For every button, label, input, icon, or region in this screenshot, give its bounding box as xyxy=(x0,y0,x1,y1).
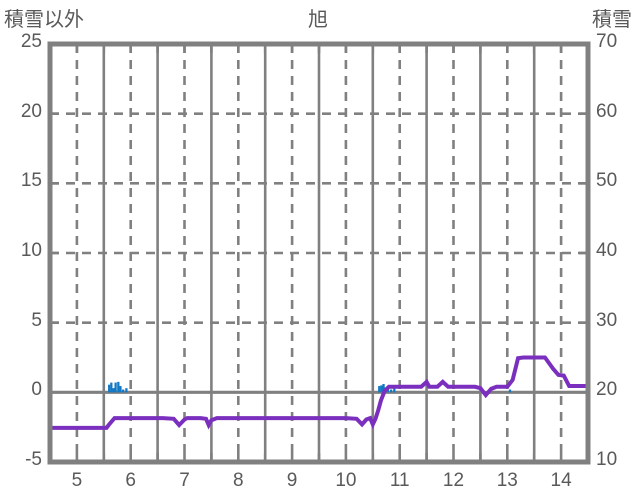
grid-layer xyxy=(50,44,588,462)
right-tick-label: 50 xyxy=(596,170,618,192)
snow-bar xyxy=(119,386,122,393)
left-tick-label: 10 xyxy=(20,240,42,261)
snow-bar xyxy=(380,385,383,393)
right-tick-label: 60 xyxy=(596,100,618,122)
snow-bar xyxy=(112,388,115,393)
left-tick-label: -5 xyxy=(25,449,42,470)
left-axis-title: 積雪以外 xyxy=(4,9,84,31)
snow-bar xyxy=(122,389,125,393)
snow-bar xyxy=(108,384,111,393)
right-tick-label: 70 xyxy=(596,31,618,52)
x-tick-label: 11 xyxy=(389,470,410,491)
right-tick-label: 30 xyxy=(596,309,618,331)
snow-bar xyxy=(393,386,396,393)
x-tick-label: 9 xyxy=(286,470,298,491)
right-axis-title: 積雪 xyxy=(592,9,632,31)
left-tick-label: 5 xyxy=(31,309,42,331)
x-tick-label: 14 xyxy=(550,470,572,491)
snow-bar xyxy=(110,382,113,393)
x-tick-label: 8 xyxy=(233,470,244,491)
snow-bar xyxy=(114,382,117,393)
left-tick-label: 20 xyxy=(20,100,42,122)
page-title: 旭 xyxy=(308,9,328,31)
right-tick-label: 10 xyxy=(596,449,618,470)
x-tick-label: 13 xyxy=(496,470,518,491)
temperature-line xyxy=(50,355,588,430)
snow-bar xyxy=(389,389,393,393)
snow-bar xyxy=(508,389,512,393)
left-tick-label: 0 xyxy=(31,379,42,401)
x-tick-label: 6 xyxy=(125,470,136,491)
snow-bar xyxy=(117,381,120,393)
snow-bar xyxy=(125,388,128,393)
right-tick-label: 40 xyxy=(596,240,618,261)
snow-bar xyxy=(382,383,385,393)
left-tick-label: 15 xyxy=(20,170,42,192)
snow-bar xyxy=(378,386,381,393)
x-tick-label: 7 xyxy=(179,470,190,491)
temperature-line-series xyxy=(50,355,588,430)
x-tick-label: 5 xyxy=(71,470,83,491)
left-tick-label: 25 xyxy=(20,31,42,52)
tick-marks xyxy=(48,42,590,464)
right-tick-label: 20 xyxy=(596,379,618,401)
x-tick-label: 12 xyxy=(442,470,465,491)
x-tick-label: 10 xyxy=(335,470,357,491)
